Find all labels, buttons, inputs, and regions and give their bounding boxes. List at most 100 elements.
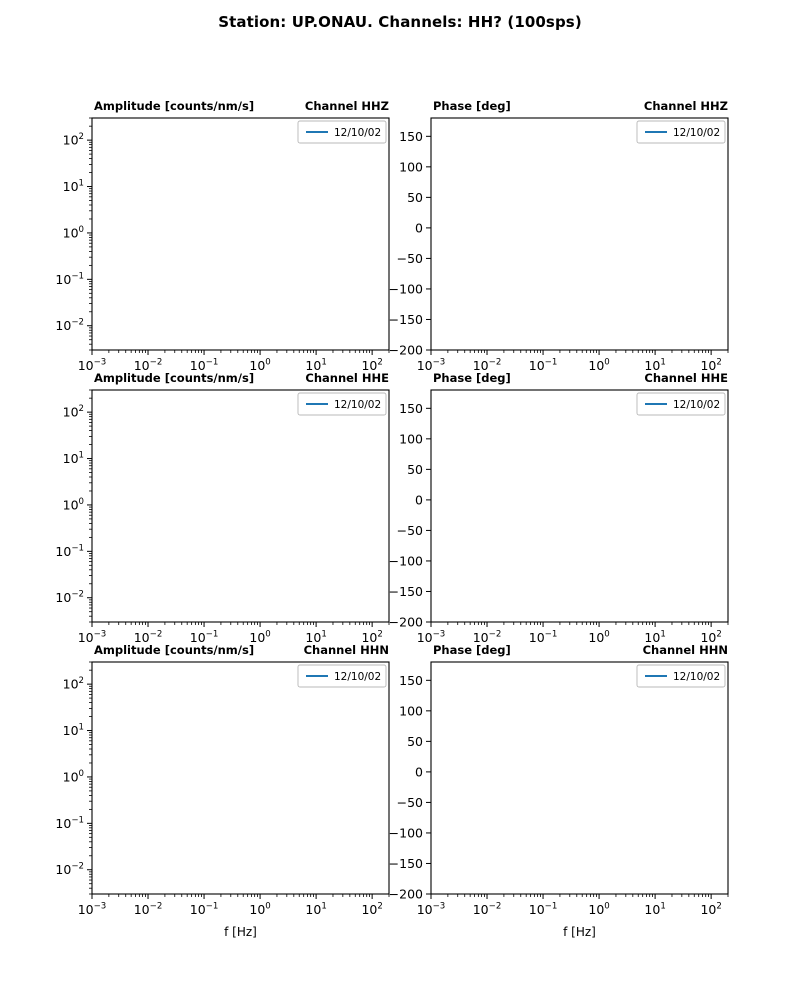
y-tick-label: −150 xyxy=(389,584,423,599)
legend[interactable]: 12/10/02 xyxy=(297,392,387,416)
axes-frame xyxy=(430,389,729,623)
legend-label: 12/10/02 xyxy=(334,399,381,411)
plot-panel-hhz-amplitude: Amplitude [counts/nm/s] Channel HHZ 10−3 10… xyxy=(55,99,390,373)
legend[interactable]: 12/10/02 xyxy=(297,120,387,144)
channel-label: Channel HHN xyxy=(642,643,728,657)
legend-label: 12/10/02 xyxy=(334,671,381,683)
y-tick-label: 100 xyxy=(63,225,84,241)
legend-label: 12/10/02 xyxy=(334,127,381,139)
phase-axis-title: Phase [deg] xyxy=(433,643,511,657)
x-tick-label: 10−1 xyxy=(529,902,558,918)
tick-marks xyxy=(87,117,390,355)
panel-header: Phase [deg] Channel HHE xyxy=(431,371,728,387)
legend[interactable]: 12/10/02 xyxy=(297,664,387,688)
y-tick-label: −150 xyxy=(389,856,423,871)
y-tick-label: −150 xyxy=(389,312,423,327)
y-tick-label: 10−1 xyxy=(55,543,84,559)
y-tick-label: −100 xyxy=(389,825,423,840)
legend[interactable]: 12/10/02 xyxy=(636,392,726,416)
plot-panel-hhe-phase: Phase [deg] Channel HHE 10−3 10−2 10−1 100 101… xyxy=(389,371,729,645)
x-axis-label: f [Hz] xyxy=(563,925,596,939)
y-tick-label: 10−2 xyxy=(55,318,84,334)
x-tick-label: 102 xyxy=(700,902,721,918)
x-tick-label: 10−2 xyxy=(134,902,163,918)
x-tick-label: 100 xyxy=(588,902,609,918)
y-tick-label: 100 xyxy=(399,431,423,446)
tick-marks xyxy=(426,679,729,899)
y-tick-label: 0 xyxy=(415,764,423,779)
plot-panel-hhn-amplitude: Amplitude [counts/nm/s] Channel HHN 10−3 10… xyxy=(55,643,390,939)
y-tick-label: −100 xyxy=(389,553,423,568)
plot-svg: 10−3 10−2 10−1 100 101 102−200−150−100−500501… xyxy=(389,117,729,373)
amplitude-axis-title: Amplitude [counts/nm/s] xyxy=(94,643,255,657)
x-tick-label: 10−3 xyxy=(78,902,107,918)
panel-header: Amplitude [counts/nm/s] Channel HHN xyxy=(92,643,389,659)
y-tick-label: 50 xyxy=(407,462,423,477)
channel-label: Channel HHZ xyxy=(643,99,728,113)
y-tick-label: 100 xyxy=(63,497,84,513)
y-tick-label: 102 xyxy=(63,404,84,420)
y-tick-label: 101 xyxy=(63,451,84,467)
plot-svg: 10−3 10−2 10−1 100 101 102−200−150−100−500501… xyxy=(389,661,729,939)
plot-panel-hhe-amplitude: Amplitude [counts/nm/s] Channel HHE 10−3 10… xyxy=(55,371,390,645)
y-tick-label: 150 xyxy=(399,673,423,688)
x-tick-label: 10−1 xyxy=(190,902,219,918)
channel-label: Channel HHE xyxy=(305,371,389,385)
y-tick-label: 10−1 xyxy=(55,815,84,831)
axes-frame xyxy=(430,661,729,895)
x-tick-label: 10−3 xyxy=(417,902,446,918)
page-title: Station: UP.ONAU. Channels: HH? (100sps) xyxy=(218,13,582,31)
y-tick-label: 102 xyxy=(63,676,84,692)
x-axis-label: f [Hz] xyxy=(224,925,257,939)
y-tick-label: 150 xyxy=(399,129,423,144)
y-tick-label: 50 xyxy=(407,734,423,749)
axes-frame xyxy=(91,389,390,623)
y-tick-label: 102 xyxy=(63,132,84,148)
panel-header: Phase [deg] Channel HHN xyxy=(431,643,728,659)
plot-svg: 10−3 10−2 10−1 100 101 102−200−150−100−500501… xyxy=(389,389,729,645)
amplitude-axis-title: Amplitude [counts/nm/s] xyxy=(94,99,255,113)
y-tick-label: −200 xyxy=(389,343,423,358)
y-tick-label: 10−2 xyxy=(55,862,84,878)
phase-axis-title: Phase [deg] xyxy=(433,371,511,385)
y-tick-label: 10−1 xyxy=(55,271,84,287)
tick-marks xyxy=(87,389,390,627)
y-tick-label: −200 xyxy=(389,615,423,630)
y-tick-label: 10−2 xyxy=(55,590,84,606)
legend[interactable]: 12/10/02 xyxy=(636,664,726,688)
panel-header: Amplitude [counts/nm/s] Channel HHZ xyxy=(92,99,389,115)
x-tick-label: 100 xyxy=(249,902,270,918)
y-tick-label: 150 xyxy=(399,401,423,416)
x-tick-label: 101 xyxy=(305,902,326,918)
legend-label: 12/10/02 xyxy=(673,127,720,139)
panel-header: Phase [deg] Channel HHZ xyxy=(431,99,728,115)
y-tick-label: 50 xyxy=(407,190,423,205)
y-tick-label: 100 xyxy=(63,769,84,785)
y-tick-label: −200 xyxy=(389,887,423,902)
axes-frame xyxy=(91,661,390,895)
tick-marks xyxy=(426,407,729,627)
legend-label: 12/10/02 xyxy=(673,399,720,411)
x-tick-label: 101 xyxy=(644,902,665,918)
panel-header: Amplitude [counts/nm/s] Channel HHE xyxy=(92,371,389,387)
plot-svg: 10−3 10−2 10−1 100 101 10210−210−1100101102f … xyxy=(55,661,390,939)
tick-marks xyxy=(87,661,390,899)
plot-panel-hhz-phase: Phase [deg] Channel HHZ 10−3 10−2 10−1 100 101… xyxy=(389,99,729,373)
amplitude-axis-title: Amplitude [counts/nm/s] xyxy=(94,371,255,385)
channel-label: Channel HHZ xyxy=(304,99,389,113)
plot-panel-hhn-phase: Phase [deg] Channel HHN 10−3 10−2 10−1 100 101… xyxy=(389,643,729,939)
y-tick-label: −50 xyxy=(397,523,423,538)
channel-label: Channel HHE xyxy=(644,371,728,385)
y-tick-label: −50 xyxy=(397,251,423,266)
legend[interactable]: 12/10/02 xyxy=(636,120,726,144)
y-tick-label: −50 xyxy=(397,795,423,810)
y-tick-label: 0 xyxy=(415,220,423,235)
tick-marks xyxy=(426,135,729,355)
y-tick-label: 0 xyxy=(415,492,423,507)
y-tick-label: 101 xyxy=(63,179,84,195)
axes-frame xyxy=(430,117,729,351)
y-tick-label: −100 xyxy=(389,281,423,296)
